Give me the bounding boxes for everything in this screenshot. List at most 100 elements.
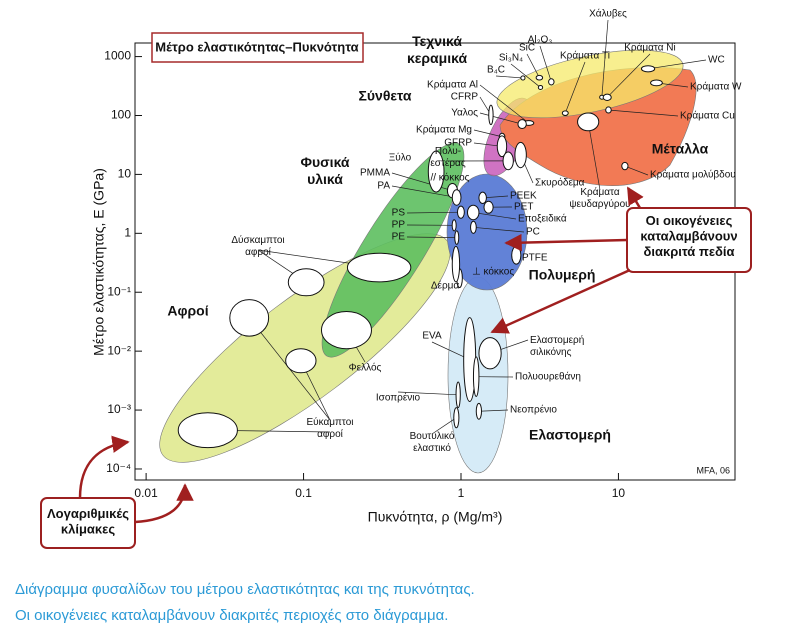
material-label: Ισοπρένιο [376,392,421,404]
material-label: SiC [519,43,535,54]
arrow [78,435,130,499]
material-bubble [346,252,412,283]
material-bubble [472,356,480,397]
arrow [626,186,644,209]
y-tick-label: 10⁻³ [107,402,131,416]
x-axis-label: Πυκνότητα, ρ (Mg/m³) [368,509,503,525]
material-label: Κράματα Al [427,79,478,91]
material-bubble [535,74,544,81]
material-label: Si₃N₄ [499,53,523,64]
family-label: Φυσικά υλικά [300,154,349,187]
family-regions [159,49,697,474]
family-label: Μέταλλα [652,141,709,157]
material-bubble [454,230,460,245]
family-label: Ελαστομερή [529,427,611,443]
material-label: Κράματα Ni [624,42,676,54]
material-label: Δέρμα [431,280,460,292]
material-bubble [285,348,317,374]
material-label: Εύκαμπτοι αφροί [306,416,353,440]
material-bubble [456,205,465,219]
material-bubble [478,337,502,370]
material-label: Χάλυβες [589,8,627,20]
material-bubble [455,381,461,409]
material-label: EVA [422,331,442,342]
y-tick-label: 1 [124,225,131,239]
material-bubble [496,135,508,158]
material-bubble [451,189,462,206]
family-region [446,173,528,291]
leader-line [587,121,601,191]
material-bubble [483,200,494,214]
material-label: Κράματα W [690,81,742,93]
material-label: Κράματα Ti [560,50,610,62]
material-bubble [514,141,527,169]
material-bubble [177,412,238,449]
material-bubble [467,204,480,221]
material-label: Κράματα Cu [680,110,735,122]
y-tick-label: 1000 [104,49,131,63]
family-region [321,142,465,358]
y-tick-label: 10⁻² [107,343,131,357]
caption-line: Διάγραμμα φυσαλίδων του μέτρου ελαστικότ… [15,581,475,598]
material-label: PE [392,232,406,243]
leader-line [648,59,707,70]
material-bubble [548,78,555,86]
y-tick-label: 100 [111,108,131,122]
leader-line [608,109,679,117]
material-label: PC [526,227,540,238]
leader-line [397,391,459,396]
leader-line [431,417,457,435]
x-tick-label: 1 [458,486,465,500]
arrow [490,268,631,334]
callout-text: Οι οικογένειες καταλαμβάνουν διακριτά πεδί… [640,213,737,259]
material-label: Βουτυλικό ελαστικό [410,430,455,454]
material-bubble [453,407,460,429]
material-bubble [488,104,494,126]
material-label: Κράματα μολύβδου [650,169,736,181]
material-bubble [511,245,522,265]
material-bubble [475,402,483,420]
leader-line [478,409,509,412]
leader-line [479,112,523,125]
material-label: Δύσκαμπτοι αφροί [231,234,284,258]
title-box [151,32,364,63]
axes: 0.01 0.1 1 10 1000 100 10 1 10⁻¹ 10⁻² 10⁻³ 10⁻⁴ [104,49,625,500]
material-label: Κράματα ψευδαργύρου [569,186,630,210]
material-bubble [517,119,527,130]
material-bubble [621,161,629,171]
callout-text: Λογαριθμικές κλίμακες [47,506,129,537]
leader-line [564,61,586,114]
material-bubble [229,299,270,337]
material-label: Κράματα Mg [416,124,472,136]
material-label: Υαλος [451,108,478,119]
material-label: B₄C [487,65,505,76]
material-label: Πολυουρεθάνη [515,371,581,383]
material-bubble [427,150,445,193]
material-label: Ελαστομερή σιλικόνης [530,334,584,358]
y-tick-label: 10 [118,167,132,181]
caption-line: Οι οικογένειες καταλαμβάνουν διακριτές π… [15,607,448,624]
x-tick-label: 0.1 [295,486,312,500]
wood-label: Ξύλο [389,152,412,164]
callout-box [40,497,136,549]
leader-line [406,211,461,214]
y-axis-label: Μέτρο ελαστικότητας, E (GPa) [91,168,107,356]
material-bubble [502,151,514,171]
family-label: Σύνθετα [358,88,411,104]
leader-line [473,129,503,138]
material-label: GFRP [444,138,472,149]
material-label: Φελλός [349,362,382,374]
leader-line [406,236,457,238]
material-bubble [605,106,612,114]
leader-line [601,19,609,98]
material-bubble [650,79,663,87]
material-bubble [320,311,372,350]
material-label: PA [377,181,390,192]
material-bubble [470,220,477,234]
leader-line [391,185,457,198]
material-label: PMMA [360,168,390,179]
material-bubble [287,268,325,297]
material-bubble [602,93,612,101]
leader-line [479,84,529,124]
material-label: ⊥ κόκκος [472,266,514,278]
